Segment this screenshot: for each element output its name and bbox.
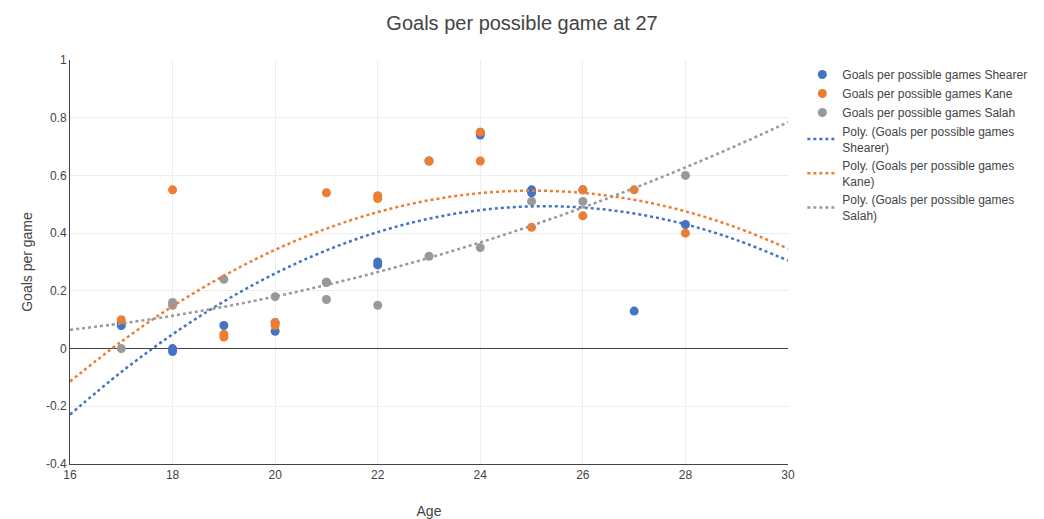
svg-text:22: 22 (371, 468, 385, 482)
svg-text:0: 0 (60, 342, 67, 356)
svg-text:Goals per possible games Shear: Goals per possible games Shearer (842, 68, 1027, 82)
svg-text:26: 26 (576, 468, 590, 482)
svg-text:-0.2: -0.2 (46, 399, 67, 413)
svg-text:Goals per possible games Kane: Goals per possible games Kane (842, 87, 1012, 101)
svg-text:18: 18 (166, 468, 180, 482)
svg-text:1: 1 (60, 53, 67, 67)
svg-text:0.6: 0.6 (50, 169, 67, 183)
svg-text:0.2: 0.2 (50, 284, 67, 298)
svg-text:Goals per game: Goals per game (19, 212, 35, 312)
svg-text:0.4: 0.4 (50, 226, 67, 240)
svg-text:Poly. (Goals per possible game: Poly. (Goals per possible gamesShearer) (842, 125, 1014, 155)
svg-text:30: 30 (781, 468, 795, 482)
svg-text:0.8: 0.8 (50, 111, 67, 125)
svg-text:28: 28 (679, 468, 693, 482)
svg-text:Poly. (Goals per possible game: Poly. (Goals per possible gamesKane) (842, 159, 1014, 189)
svg-text:-0.4: -0.4 (46, 457, 67, 471)
svg-text:24: 24 (474, 468, 488, 482)
svg-text:20: 20 (268, 468, 282, 482)
svg-text:Goals per possible games Salah: Goals per possible games Salah (842, 106, 1015, 120)
svg-text:16: 16 (63, 468, 77, 482)
svg-text:Goals per possible game at 27: Goals per possible game at 27 (386, 12, 657, 34)
svg-text:Poly. (Goals per possible game: Poly. (Goals per possible gamesSalah) (842, 193, 1014, 223)
svg-text:Age: Age (417, 503, 442, 519)
